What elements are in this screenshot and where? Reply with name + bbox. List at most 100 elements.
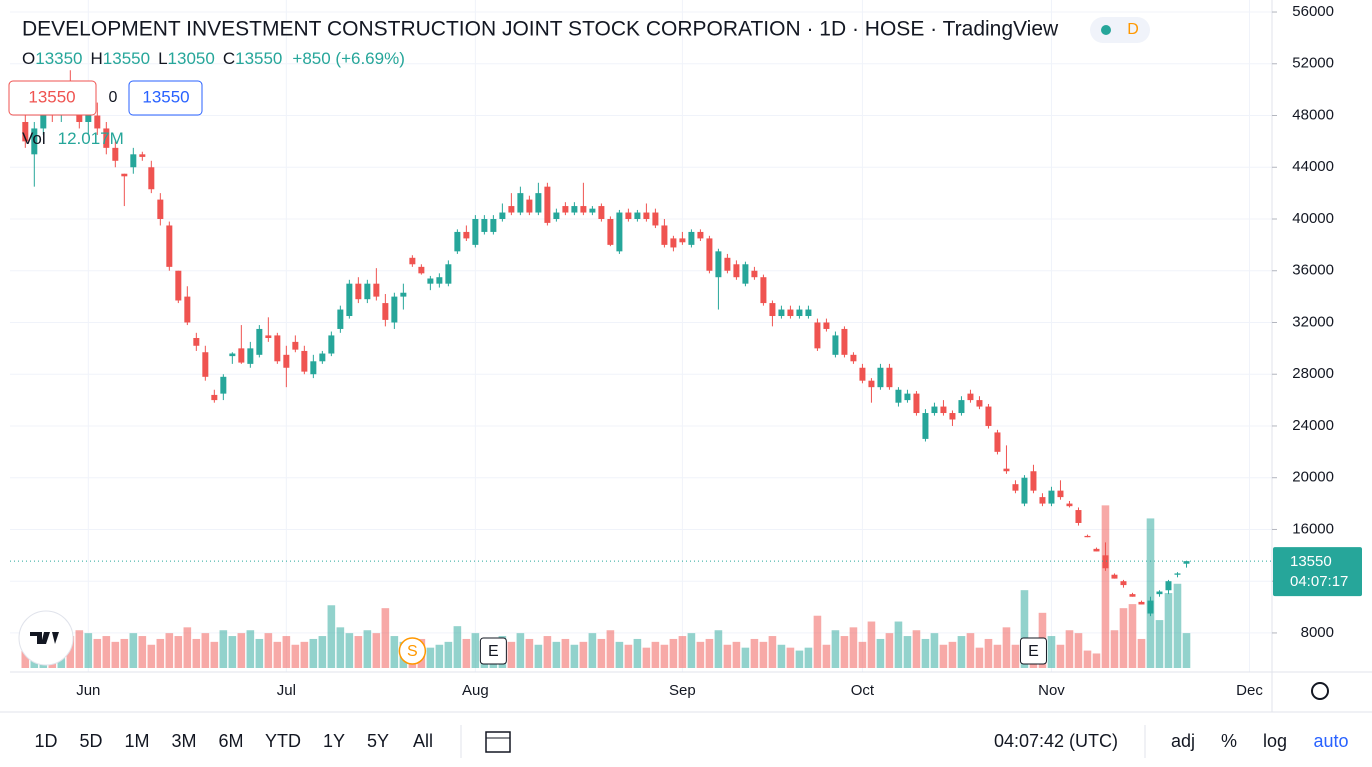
candle-body <box>985 406 992 426</box>
candle-body <box>112 147 119 161</box>
candle-body <box>355 283 362 300</box>
scale-option[interactable]: % <box>1221 731 1237 751</box>
range-button[interactable]: YTD <box>265 731 301 751</box>
candle-body <box>994 432 1001 452</box>
range-button[interactable]: 5D <box>79 731 102 751</box>
candle-body <box>535 193 542 213</box>
earnings-marker[interactable] <box>1019 637 1047 665</box>
candle-body <box>895 389 902 403</box>
volume-bar <box>147 644 156 668</box>
ohlc-value: 13550 <box>103 49 150 68</box>
volume-bar <box>1092 653 1101 668</box>
sell-price[interactable]: 13550 <box>28 87 75 106</box>
candle-body <box>400 292 407 297</box>
candle-body <box>940 406 947 414</box>
volume-bar <box>786 647 795 668</box>
volume-bar <box>984 638 993 668</box>
candle-body <box>1066 503 1073 507</box>
calendar[interactable] <box>485 731 511 753</box>
volume-bar <box>1101 505 1110 668</box>
candle-body <box>472 218 479 245</box>
ohlc-value: 13350 <box>35 49 82 68</box>
y-tick-label: 52000 <box>1292 55 1334 72</box>
candle-body <box>436 277 443 284</box>
candle-body <box>688 231 695 245</box>
candle-body <box>499 212 506 219</box>
volume-bar <box>588 633 597 668</box>
split-marker[interactable] <box>398 637 427 665</box>
volume-bar <box>1056 644 1065 668</box>
volume-bar <box>660 644 669 668</box>
candle-body <box>661 225 668 245</box>
volume-bar <box>561 638 570 668</box>
marker-label[interactable]: S <box>407 643 418 660</box>
candle-body <box>247 348 254 364</box>
volume-bar <box>1065 630 1074 668</box>
volume-value: 12.017M <box>58 129 124 148</box>
candle-body <box>571 206 578 213</box>
volume-bar <box>255 638 264 668</box>
candle-body <box>139 154 146 157</box>
candle-body <box>670 238 677 248</box>
volume-bar <box>750 638 759 668</box>
volume-bar <box>471 633 480 668</box>
buy-button[interactable] <box>128 80 203 116</box>
volume-bar <box>1020 590 1029 668</box>
y-tick-label: 20000 <box>1292 469 1334 486</box>
marker-label[interactable]: E <box>488 643 499 660</box>
volume-bar <box>264 633 273 668</box>
y-tick-label: 16000 <box>1292 520 1334 537</box>
candle-body <box>706 238 713 271</box>
buy-price[interactable]: 13550 <box>142 87 189 106</box>
sell-button[interactable] <box>8 80 97 116</box>
candle-body <box>418 266 425 274</box>
volume-bar <box>84 633 93 668</box>
candle-body <box>616 212 623 252</box>
volume-bar <box>777 644 786 668</box>
earnings-marker[interactable] <box>479 637 507 665</box>
candle-body <box>796 309 803 317</box>
marker-label[interactable]: E <box>1028 643 1039 660</box>
range-button[interactable]: 1Y <box>323 731 345 751</box>
range-button[interactable]: All <box>413 731 433 751</box>
volume-bar <box>201 633 210 668</box>
volume-bar <box>111 641 120 668</box>
date-range-icon[interactable] <box>485 731 511 753</box>
candle-body <box>427 278 434 284</box>
range-button[interactable]: 3M <box>171 731 196 751</box>
y-tick-label: 36000 <box>1292 262 1334 279</box>
candle-body <box>1084 535 1091 538</box>
candle-body <box>877 367 884 388</box>
candle-body <box>265 335 272 339</box>
volume-bar <box>336 627 345 668</box>
candle-body <box>517 193 524 213</box>
range-button[interactable]: 5Y <box>367 731 389 751</box>
settings-icon[interactable] <box>1311 682 1329 700</box>
volume-bar <box>714 630 723 668</box>
candle-body <box>1048 490 1055 504</box>
candle-body <box>805 309 812 317</box>
range-button[interactable]: 1M <box>124 731 149 751</box>
candle-body <box>814 322 821 349</box>
range-button[interactable]: 6M <box>218 731 243 751</box>
y-tick-label: 48000 <box>1292 106 1334 123</box>
x-tick-label: Sep <box>669 682 696 699</box>
candle-body <box>1147 600 1154 614</box>
logo-glyph <box>30 632 59 644</box>
volume-bar <box>1164 593 1173 668</box>
scale-option[interactable]: log <box>1263 731 1287 751</box>
candle-body <box>94 115 101 129</box>
badge-label: D <box>1127 21 1139 38</box>
clock[interactable]: 04:07:42 (UTC) <box>994 731 1118 751</box>
candle-body <box>625 212 632 219</box>
range-button[interactable]: 1D <box>34 731 57 751</box>
candle-body <box>220 376 227 394</box>
scale-option[interactable]: auto <box>1313 731 1348 751</box>
ohlc-key: C <box>223 49 235 68</box>
volume-bar <box>552 641 561 668</box>
scale-option[interactable]: adj <box>1171 731 1195 751</box>
ohlc-key: H <box>91 49 103 68</box>
candle-body <box>553 212 560 219</box>
candle-body <box>85 115 92 122</box>
